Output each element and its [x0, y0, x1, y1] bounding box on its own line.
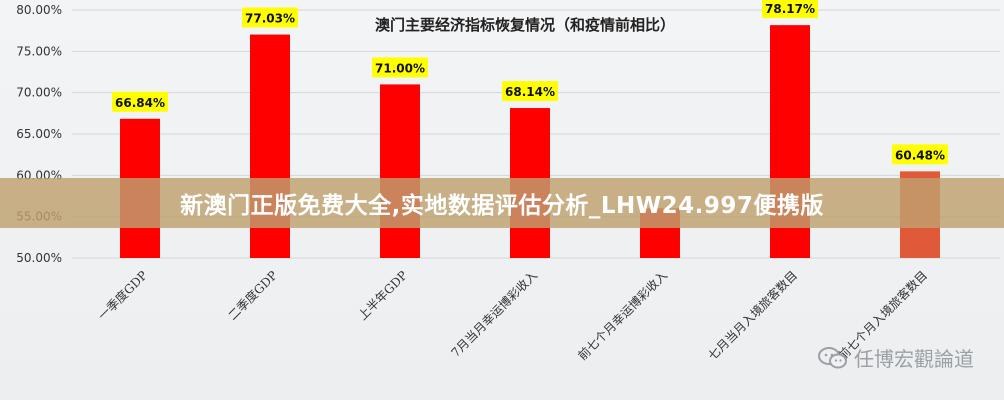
data-label-box [892, 144, 948, 165]
x-tick-label: 上半年GDP [355, 268, 410, 323]
chart-title: 澳门主要经济指标恢复情况（和疫情前相比） [375, 16, 675, 34]
y-tick-label: 70.00% [16, 86, 62, 100]
data-label-text: 60.48% [895, 148, 945, 162]
banner-text: 新澳门正版免费大全,实地数据评估分析_LHW24.997便携版 [180, 193, 824, 219]
data-label-text: 68.14% [505, 85, 555, 99]
y-tick-label: 50.00% [16, 251, 62, 265]
data-label-box [372, 57, 428, 78]
data-label-box [502, 81, 558, 102]
data-label-text: 71.00% [375, 61, 425, 75]
x-tick-label: 前七个月幸运博彩收入 [575, 268, 670, 363]
wechat-icon [818, 346, 847, 368]
data-label: 77.03% [242, 7, 298, 28]
x-tick-label: 七月当月入境旅客数目 [705, 268, 800, 363]
data-label: 66.84% [112, 91, 168, 112]
data-label: 68.14% [502, 81, 558, 102]
data-label-box [762, 0, 818, 19]
y-tick-label: 80.00% [16, 3, 62, 17]
overlay-banner: 新澳门正版免费大全,实地数据评估分析_LHW24.997便携版 [0, 178, 1004, 228]
data-label: 71.00% [372, 57, 428, 78]
bar [380, 84, 420, 259]
data-label-text: 78.17% [765, 2, 815, 16]
y-tick-label: 75.00% [16, 44, 62, 58]
data-label-text: 66.84% [115, 96, 165, 110]
x-tick-label: 一季度GDP [95, 268, 150, 323]
watermark-text: 任博宏觀論道 [854, 347, 974, 371]
data-label: 60.48% [892, 144, 948, 165]
y-tick-label: 65.00% [16, 127, 62, 141]
data-label-box [242, 7, 298, 28]
data-label: 78.17% [762, 0, 818, 19]
x-tick-label: 7月当月幸运博彩收入 [448, 268, 540, 360]
watermark: 任博宏觀論道 [818, 343, 974, 372]
data-label-box [112, 91, 168, 112]
data-label-text: 77.03% [245, 12, 295, 26]
x-tick-label: 二季度GDP [225, 268, 280, 323]
